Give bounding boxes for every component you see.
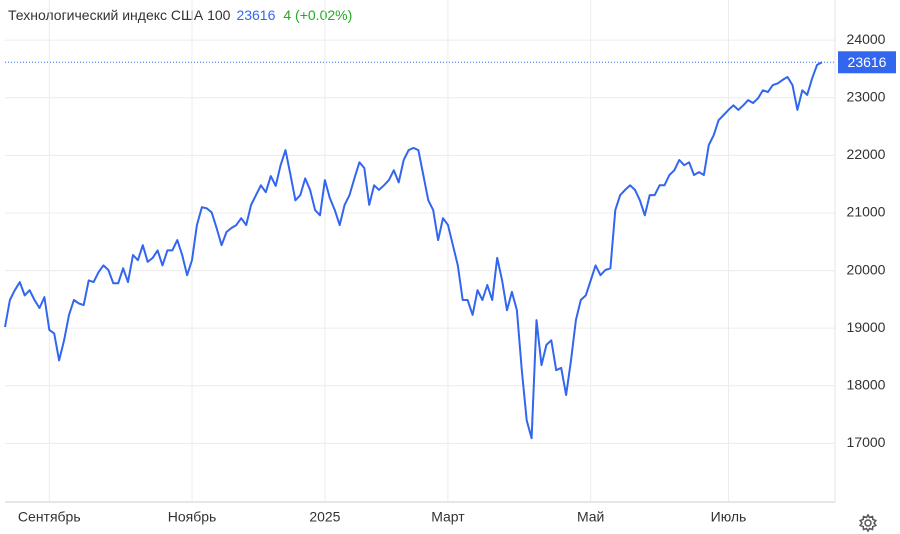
y-tick-label: 19000	[847, 319, 886, 335]
y-tick-label: 23000	[847, 88, 886, 104]
x-tick-label: Ноябрь	[168, 509, 217, 525]
price-line	[4, 61, 823, 440]
last-price-box	[838, 51, 896, 74]
x-tick-label: Сентябрь	[18, 509, 81, 525]
settings-icon[interactable]	[858, 513, 878, 533]
x-tick-label: Май	[577, 509, 604, 525]
y-tick-label: 24000	[847, 31, 886, 47]
y-tick-label: 20000	[847, 261, 886, 277]
last-price-label: 23616	[848, 54, 887, 70]
x-tick-label: 2025	[309, 509, 340, 525]
chart-title: Технологический индекс США 100	[8, 7, 231, 23]
y-tick-label: 21000	[847, 204, 886, 220]
y-tick-label: 22000	[847, 146, 886, 162]
y-tick-label: 18000	[847, 376, 886, 392]
last-price: 23616	[236, 7, 275, 23]
x-tick-label: Март	[431, 509, 465, 525]
y-tick-label: 17000	[847, 434, 886, 450]
x-tick-label: Июль	[711, 509, 747, 525]
price-change: 4 (+0.02%)	[283, 7, 352, 23]
chart-header: Технологический индекс США 100 23616 4 (+0…	[8, 7, 352, 23]
